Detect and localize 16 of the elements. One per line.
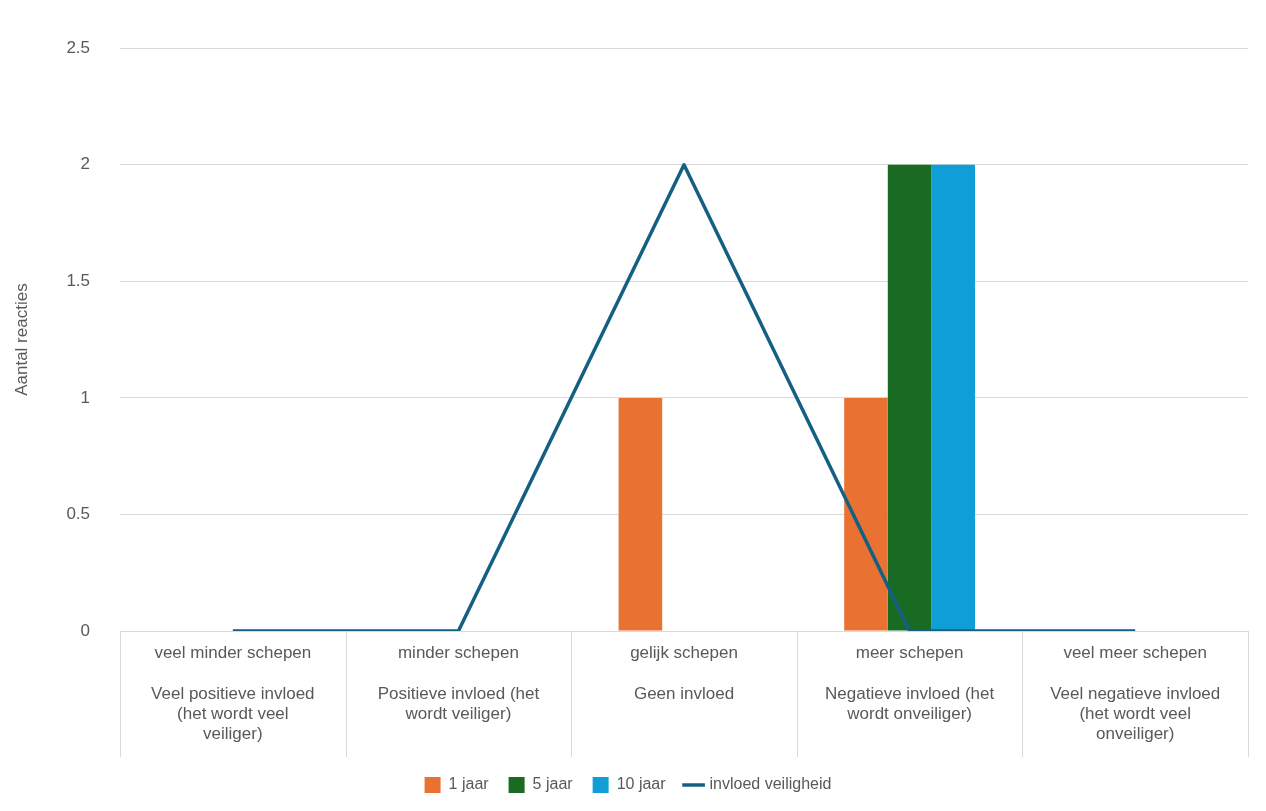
y-axis-title: Aantal reacties — [11, 283, 31, 396]
y-tick-label: 2.5 — [66, 37, 91, 57]
category-label: veel minder schepen Veel positieve invloed (het wordt veel veiliger) — [151, 642, 315, 744]
legend-label: 10 jaar — [616, 775, 667, 793]
y-tick-label: 1.5 — [66, 271, 91, 291]
y-tick-label: 1 — [80, 387, 91, 407]
category-label: minder schepen Positieve invloed (het wordt veiliger) — [377, 642, 540, 724]
category-label: veel meer schepen Veel negatieve invloed (het wordt veel onveiliger) — [1050, 642, 1221, 744]
category-label: meer schepen Negatieve invloed (het wordt onveiliger) — [825, 642, 995, 724]
category-label: gelijk schepen Geen invloed — [630, 642, 738, 703]
y-tick-label: 0.5 — [66, 504, 91, 524]
y-tick-label: 2 — [80, 154, 91, 174]
legend-label: 1 jaar — [448, 775, 490, 793]
legend-label: 5 jaar — [532, 775, 574, 793]
y-tick-label: 0 — [80, 620, 91, 640]
legend-label: invloed veiligheid — [709, 775, 832, 793]
